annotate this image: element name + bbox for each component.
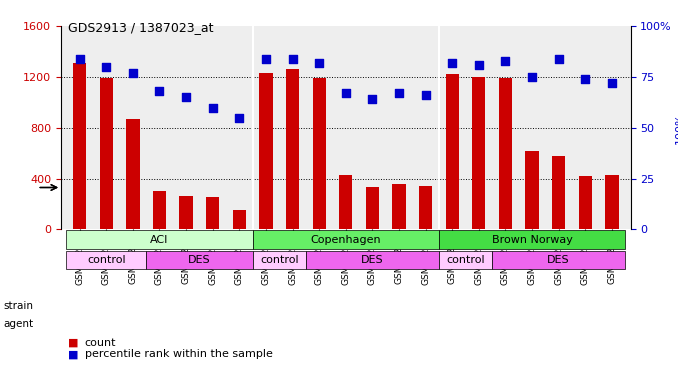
- Bar: [578, 176, 592, 230]
- Point: [127, 70, 138, 76]
- Point: [207, 105, 218, 111]
- Text: control: control: [87, 255, 125, 265]
- Point: [74, 56, 85, 62]
- Bar: [259, 73, 273, 230]
- Point: [180, 94, 191, 100]
- Bar: [126, 119, 140, 230]
- Text: DES: DES: [547, 255, 570, 265]
- Text: strain: strain: [3, 301, 33, 310]
- Point: [473, 62, 484, 68]
- Bar: [552, 156, 565, 230]
- Bar: [605, 175, 618, 230]
- Bar: [153, 190, 166, 230]
- Y-axis label: 100%: 100%: [675, 112, 678, 144]
- FancyBboxPatch shape: [146, 251, 253, 269]
- Bar: [472, 77, 485, 230]
- Text: control: control: [260, 255, 298, 265]
- Text: percentile rank within the sample: percentile rank within the sample: [85, 350, 273, 359]
- FancyBboxPatch shape: [66, 251, 146, 269]
- Bar: [525, 151, 539, 230]
- Text: Brown Norway: Brown Norway: [492, 234, 572, 244]
- Point: [154, 88, 165, 94]
- FancyBboxPatch shape: [306, 251, 439, 269]
- Bar: [393, 184, 405, 230]
- Point: [367, 96, 378, 102]
- Bar: [365, 188, 379, 230]
- FancyBboxPatch shape: [492, 251, 625, 269]
- Point: [340, 90, 351, 96]
- Text: GDS2913 / 1387023_at: GDS2913 / 1387023_at: [68, 21, 214, 34]
- Point: [420, 92, 431, 98]
- Text: count: count: [85, 338, 116, 348]
- FancyBboxPatch shape: [439, 230, 625, 249]
- Point: [234, 115, 245, 121]
- Point: [394, 90, 405, 96]
- Text: ■: ■: [68, 338, 78, 348]
- FancyBboxPatch shape: [66, 230, 253, 249]
- Point: [287, 56, 298, 62]
- Text: DES: DES: [361, 255, 384, 265]
- Point: [527, 74, 538, 80]
- Text: DES: DES: [188, 255, 211, 265]
- Point: [580, 76, 591, 82]
- Text: control: control: [446, 255, 485, 265]
- Point: [314, 60, 325, 66]
- FancyBboxPatch shape: [439, 251, 492, 269]
- Bar: [445, 75, 459, 230]
- FancyBboxPatch shape: [253, 251, 306, 269]
- FancyBboxPatch shape: [253, 230, 439, 249]
- Bar: [180, 196, 193, 230]
- Point: [500, 58, 511, 64]
- Bar: [100, 78, 113, 230]
- Bar: [286, 69, 299, 230]
- Bar: [339, 175, 353, 230]
- Text: ACI: ACI: [151, 234, 169, 244]
- Text: Copenhagen: Copenhagen: [311, 234, 381, 244]
- Point: [260, 56, 271, 62]
- Point: [101, 64, 112, 70]
- Text: agent: agent: [3, 320, 33, 329]
- Bar: [313, 78, 326, 230]
- Bar: [499, 78, 512, 230]
- Point: [447, 60, 458, 66]
- Bar: [73, 63, 86, 229]
- Bar: [419, 186, 433, 230]
- Text: ■: ■: [68, 350, 78, 359]
- Point: [607, 80, 618, 86]
- Bar: [233, 210, 246, 230]
- Point: [553, 56, 564, 62]
- Bar: [206, 197, 220, 230]
